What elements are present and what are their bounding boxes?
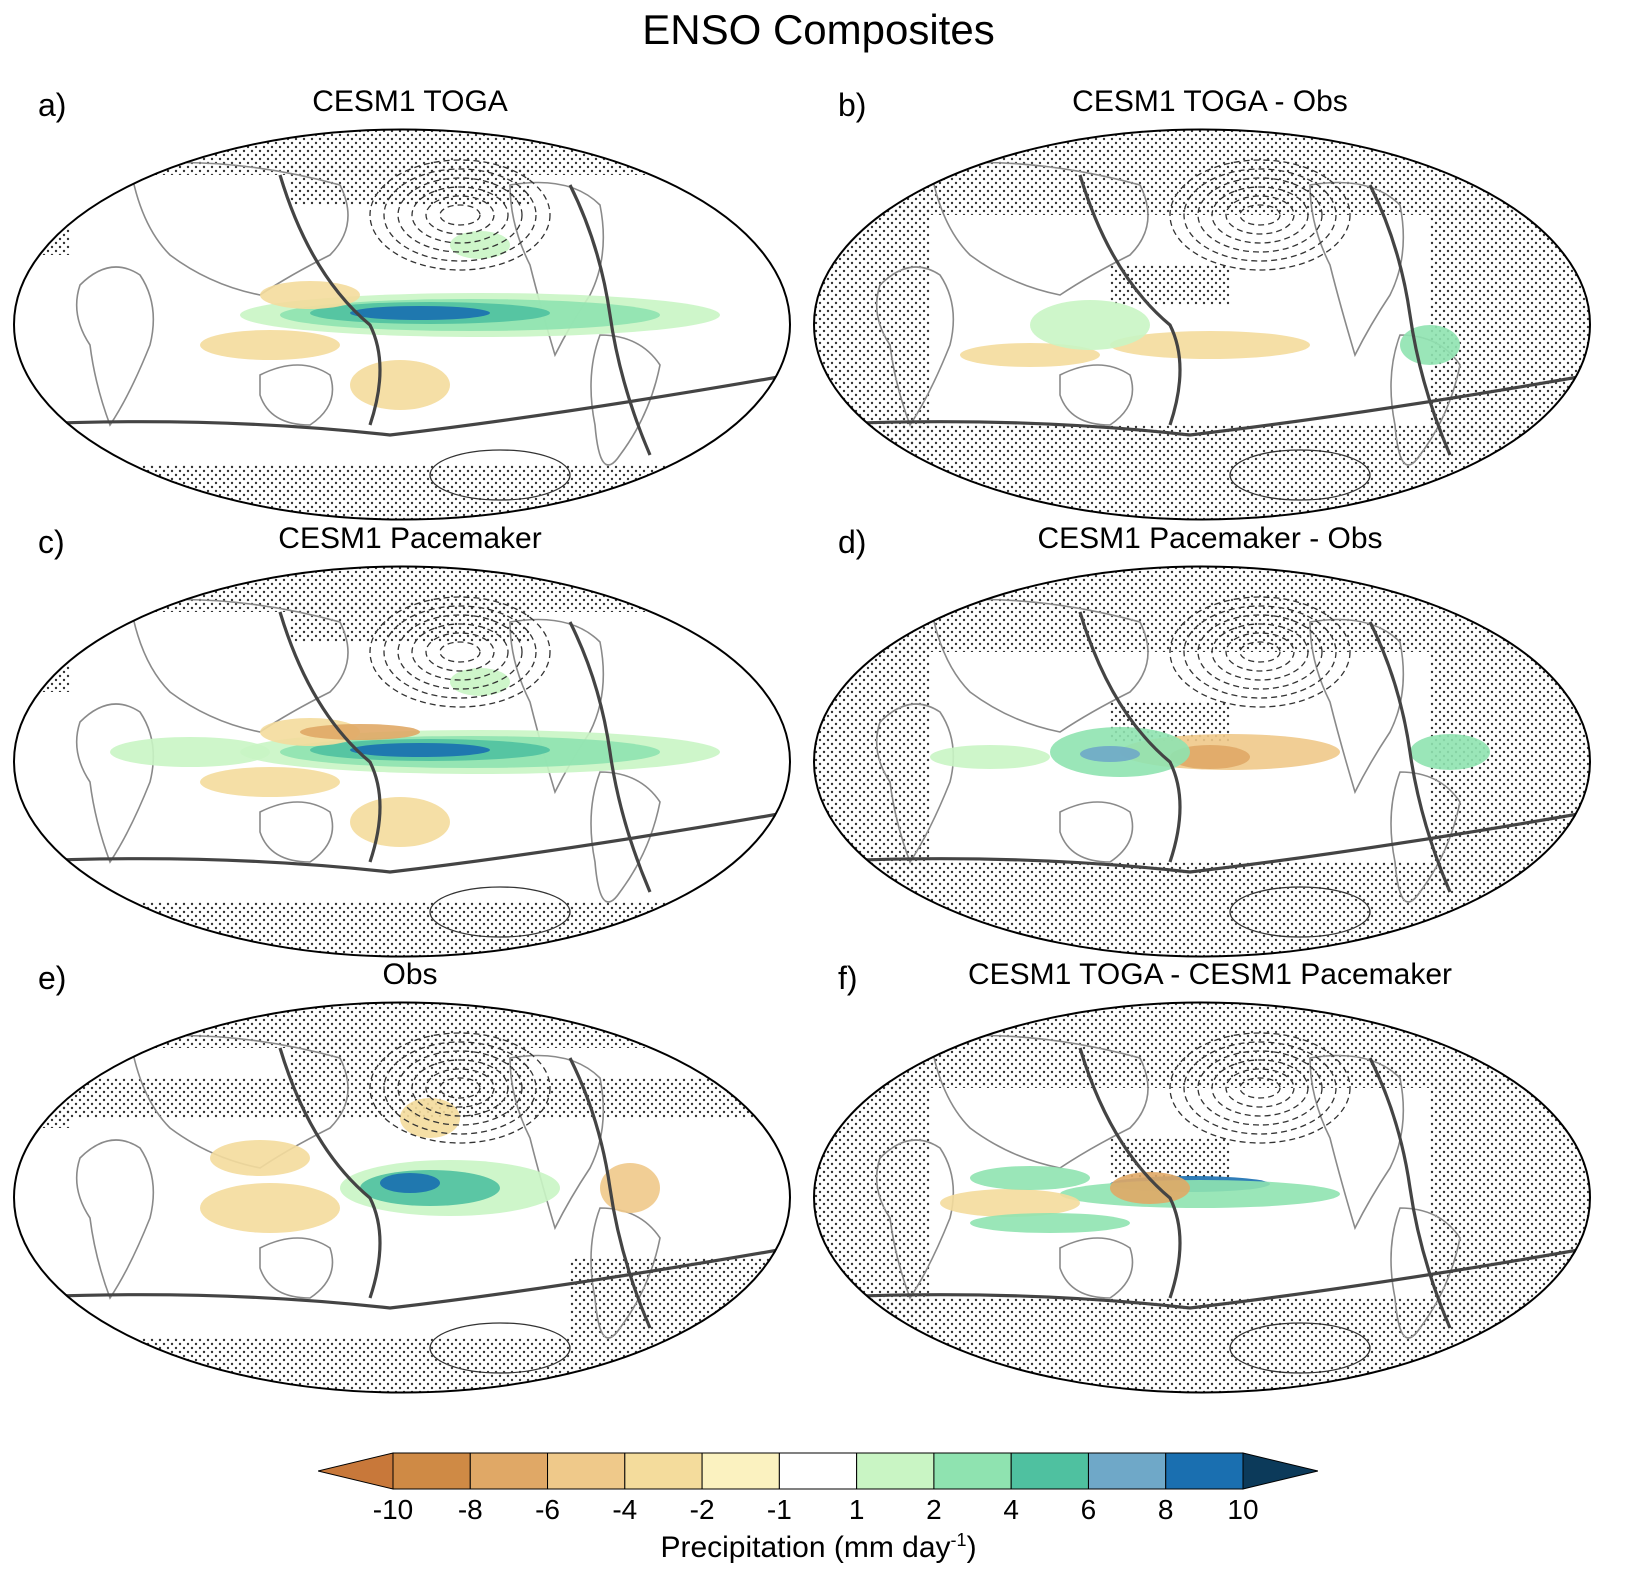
colorbar-swatch (547, 1452, 626, 1490)
colorbar-tick-label: 2 (926, 1494, 942, 1525)
map-border (813, 565, 1591, 958)
colorbar-label: Precipitation (mm day-1) (660, 1530, 977, 1564)
map-panel: e) Obs (0, 958, 800, 1398)
map-frame (13, 565, 791, 958)
colorbar-tick-label: 4 (1003, 1494, 1019, 1525)
map-frame (813, 128, 1591, 521)
map-frame (13, 1001, 791, 1394)
coastlines (75, 598, 661, 903)
colorbar-swatch (624, 1452, 703, 1490)
zero-contour (814, 1047, 1590, 1329)
colorbar-tick-label: -8 (457, 1494, 483, 1525)
map-border (13, 128, 791, 521)
colorbar-low-arrow (318, 1452, 394, 1490)
colorbar-tick-label: 10 (1227, 1494, 1259, 1525)
colorbar-swatch (1165, 1452, 1244, 1490)
zero-contour (814, 611, 1590, 893)
colorbar-swatch (856, 1452, 935, 1490)
panel-title: Obs (382, 958, 438, 991)
colorbar-high-arrow (1242, 1452, 1318, 1490)
colorbar-tick-label: -4 (612, 1494, 638, 1525)
panel-title: CESM1 TOGA - CESM1 Pacemaker (967, 958, 1453, 991)
zero-contour (14, 1047, 790, 1329)
precip-anomaly (110, 668, 720, 847)
panel-letter: d) (838, 524, 867, 560)
colorbar (318, 1452, 1318, 1490)
panel-letter: f) (838, 960, 858, 996)
colorbar-tick-label: 6 (1080, 1494, 1097, 1525)
colorbar-swatch (933, 1452, 1012, 1490)
panel-title: CESM1 Pacemaker (278, 522, 542, 555)
colorbar-swatch (469, 1452, 549, 1490)
map-border (813, 128, 1591, 521)
map-frame (813, 1001, 1591, 1394)
colorbar-tick-label: -6 (535, 1494, 560, 1525)
slp-contours (1169, 596, 1371, 938)
panel-letter: a) (38, 87, 67, 123)
slp-contours (369, 596, 571, 938)
panel-title: CESM1 TOGA - Obs (1072, 85, 1348, 118)
map-border (13, 565, 791, 958)
map-frame (13, 128, 791, 521)
slp-contours (1169, 1032, 1371, 1374)
zero-contour (14, 611, 790, 893)
zero-contour (814, 174, 1590, 456)
colorbar-swatch (1010, 1452, 1089, 1490)
colorbar-tick-label: 1 (848, 1494, 865, 1525)
colorbar-tick-label: -10 (372, 1494, 414, 1525)
colorbar-tick-label: 8 (1157, 1494, 1174, 1525)
coastlines (875, 1034, 1461, 1339)
coastlines (875, 161, 1461, 466)
panel-letter: c) (38, 524, 65, 560)
colorbar-tick-label: -1 (766, 1494, 792, 1525)
precip-anomaly (960, 300, 1460, 367)
coastlines (875, 598, 1461, 903)
colorbar-tick-label: -2 (689, 1494, 715, 1525)
map-frame (813, 565, 1591, 958)
map-panel: c) CESM1 Pacemaker (0, 522, 800, 962)
panel-title: CESM1 TOGA (312, 85, 508, 118)
colorbar-swatch (392, 1452, 471, 1490)
map-panel: b) CESM1 TOGA - Obs (800, 85, 1600, 525)
panel-letter: b) (838, 87, 867, 123)
precip-anomaly (930, 727, 1490, 777)
figure-title: ENSO Composites (642, 6, 995, 53)
colorbar-swatch (778, 1452, 858, 1490)
map-border (13, 1001, 791, 1394)
coastlines (75, 1034, 661, 1339)
colorbar-swatch (1087, 1452, 1167, 1490)
map-panel: d) CESM1 Pacemaker - Obs (800, 522, 1600, 962)
panel-title: CESM1 Pacemaker - Obs (1037, 522, 1383, 555)
zero-contour (14, 174, 790, 456)
precip-anomaly (940, 1166, 1340, 1233)
slp-contours (369, 1032, 571, 1374)
slp-contours (369, 159, 571, 501)
map-border (813, 1001, 1591, 1394)
precip-anomaly (200, 1098, 660, 1233)
colorbar-swatch (701, 1452, 780, 1490)
slp-contours (1169, 159, 1371, 501)
map-panel: a) CESM1 TOGA (0, 85, 800, 525)
panel-letter: e) (38, 960, 67, 996)
map-panel: f) CESM1 TOGA - CESM1 Pacemaker (800, 958, 1600, 1398)
